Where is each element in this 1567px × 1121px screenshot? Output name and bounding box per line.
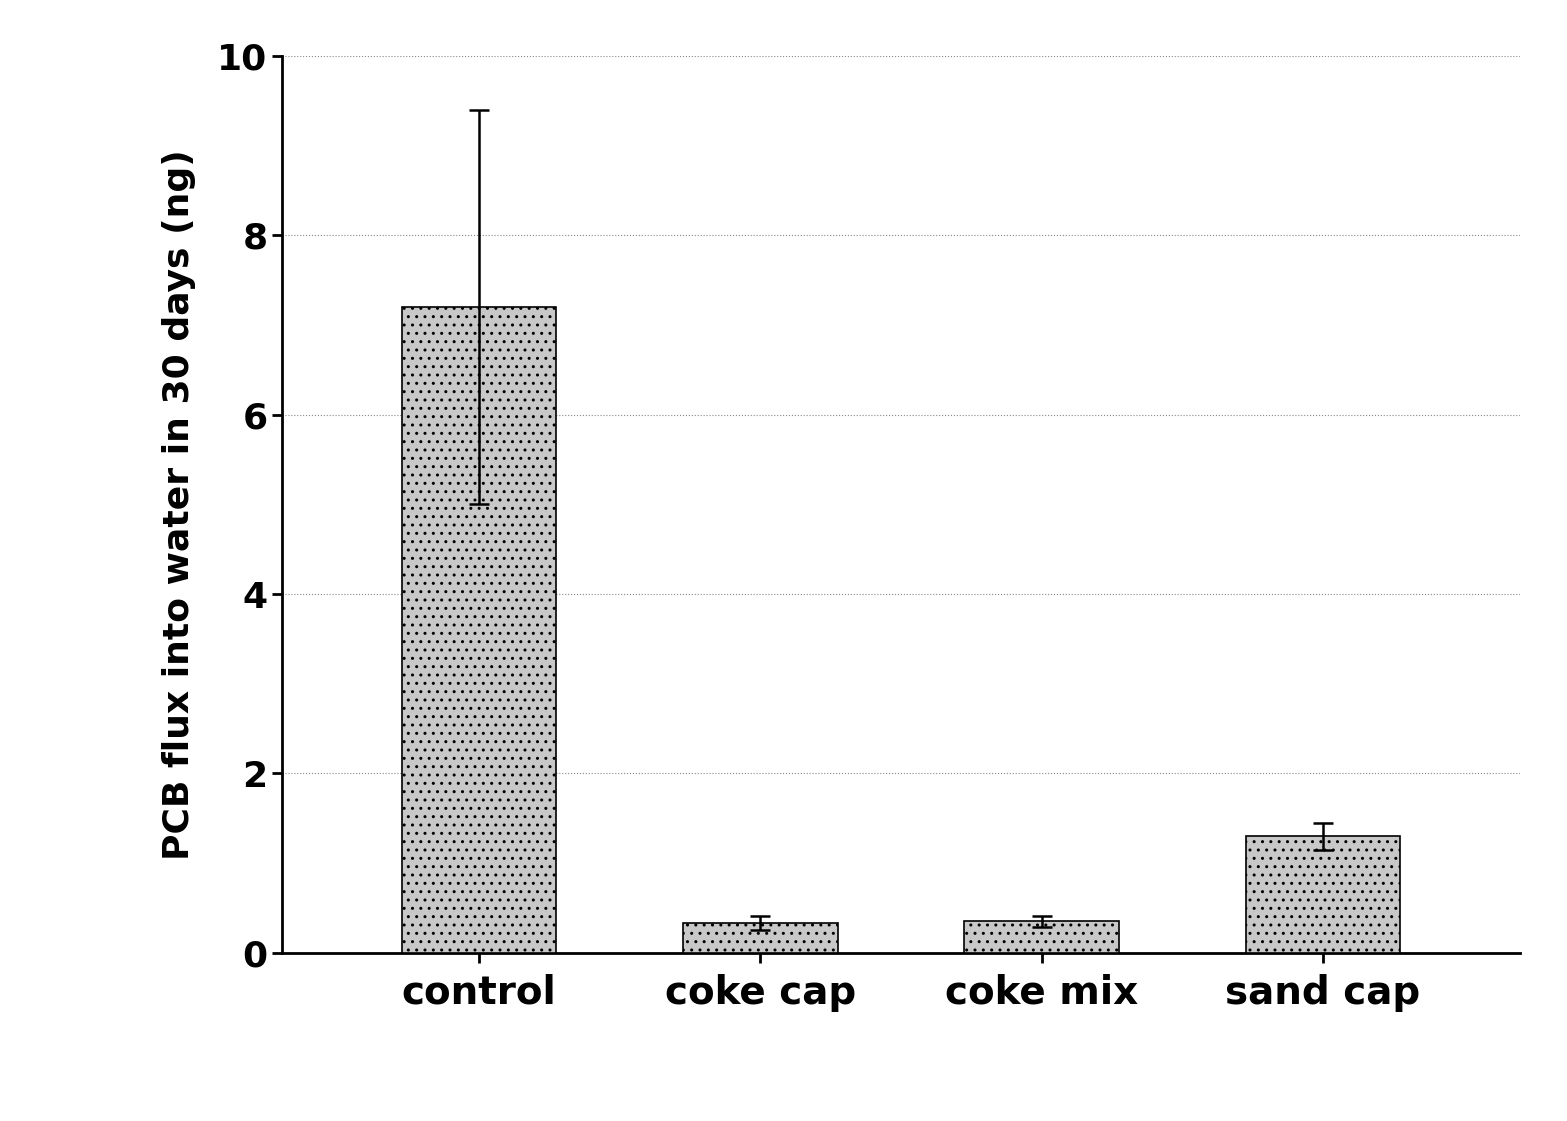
Y-axis label: PCB flux into water in 30 days (ng): PCB flux into water in 30 days (ng) (163, 149, 196, 860)
Bar (401, 307, 556, 953)
Bar (964, 921, 1119, 953)
Bar (1246, 836, 1401, 953)
Bar (683, 924, 838, 953)
